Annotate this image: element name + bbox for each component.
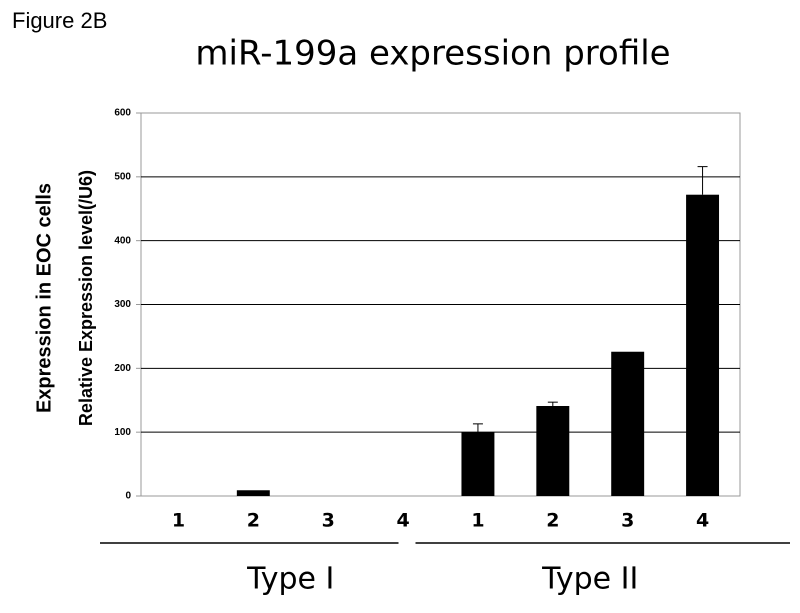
x-tick-label: 2 — [546, 510, 559, 532]
x-tick-label: 1 — [471, 510, 484, 532]
x-tick-label: 3 — [322, 510, 335, 532]
group-label: Type I — [246, 562, 334, 597]
x-tick-label: 1 — [172, 510, 185, 532]
x-tick-label: 3 — [621, 510, 634, 532]
error-bar — [697, 166, 708, 195]
figure-label: Figure 2B — [12, 8, 107, 33]
y-tick-label: 200 — [114, 363, 131, 374]
bar — [536, 405, 570, 496]
x-tick-label: 4 — [696, 510, 709, 532]
y-tick-label: 500 — [114, 171, 131, 182]
x-tick-label: 4 — [396, 510, 409, 532]
group-label: Type II — [541, 562, 638, 597]
chart-title: miR-199a expression profile — [195, 34, 670, 74]
error-bar — [547, 401, 558, 406]
y-tick-label: 300 — [114, 299, 131, 310]
y-tick-label: 600 — [114, 108, 131, 119]
error-bar — [472, 423, 483, 433]
y-axis-title-outer: Expression in EOC cells — [33, 183, 55, 413]
y-axis-title: Relative Expression level(/U6) — [76, 170, 96, 426]
bar — [611, 351, 645, 496]
bar — [236, 490, 270, 496]
y-tick-label: 0 — [125, 491, 131, 502]
x-tick-label: 2 — [247, 510, 260, 532]
y-tick-label: 100 — [114, 427, 131, 438]
bar — [686, 194, 720, 496]
bar — [461, 432, 495, 496]
y-tick-label: 400 — [114, 235, 131, 246]
